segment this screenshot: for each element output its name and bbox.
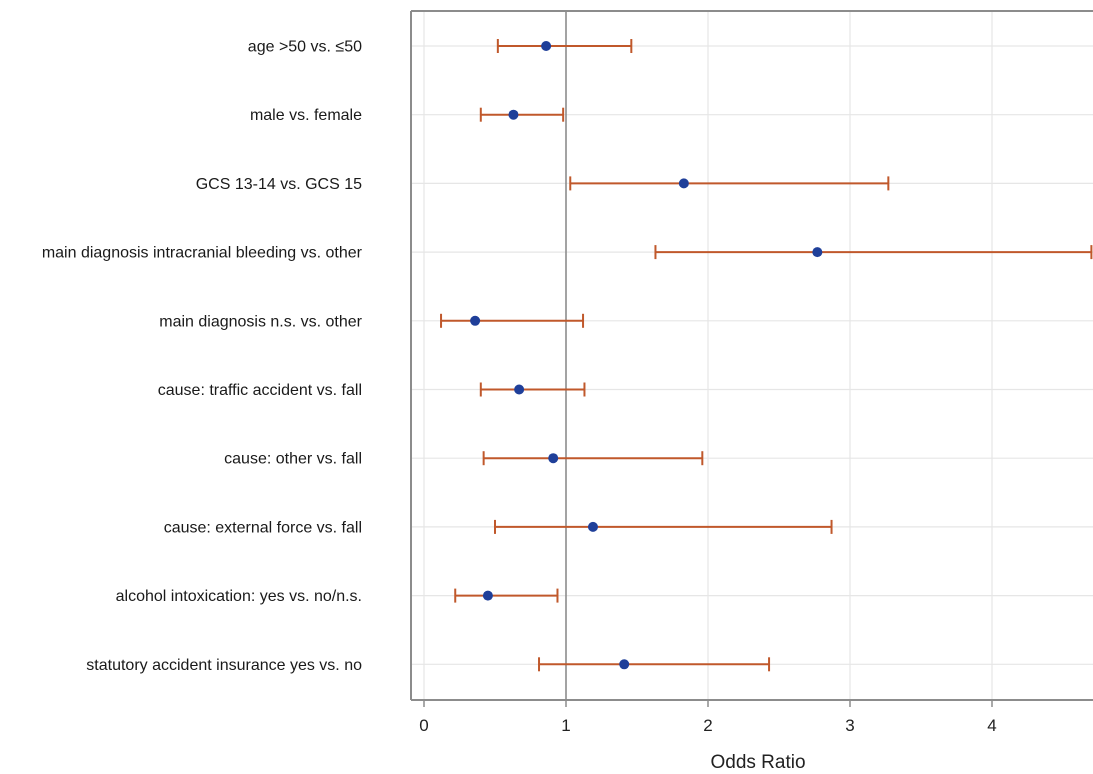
row-label-9: statutory accident insurance yes vs. no (86, 657, 362, 674)
row-label-1: male vs. female (250, 107, 362, 124)
interval-layer (440, 39, 1093, 672)
x-tick-label-2: 2 (703, 716, 712, 735)
estimate-point-7 (587, 521, 598, 532)
x-tick-label-0: 0 (419, 716, 428, 735)
estimate-point-6 (548, 453, 559, 464)
estimate-point-9 (619, 659, 630, 670)
estimate-point-5 (514, 384, 525, 395)
estimate-point-8 (482, 590, 493, 601)
row-label-2: GCS 13-14 vs. GCS 15 (196, 176, 362, 193)
x-tick-layer: 0 1 2 3 4 (419, 700, 997, 735)
x-tick-label-3: 3 (845, 716, 854, 735)
estimate-point-2 (678, 178, 689, 189)
x-tick-label-1: 1 (561, 716, 570, 735)
estimate-point-0 (541, 41, 552, 51)
row-label-5: cause: traffic accident vs. fall (158, 382, 362, 399)
row-label-6: cause: other vs. fall (224, 451, 362, 468)
row-label-7: cause: external force vs. fall (164, 519, 362, 536)
row-label-layer: age >50 vs. ≤50 male vs. female GCS 13-14 … (42, 39, 363, 674)
row-label-0: age >50 vs. ≤50 (248, 39, 362, 56)
x-tick-label-4: 4 (987, 716, 996, 735)
estimate-point-1 (508, 109, 519, 120)
estimate-point-3 (812, 247, 823, 258)
row-label-8: alcohol intoxication: yes vs. no/n.s. (116, 588, 362, 605)
row-label-3: main diagnosis intracranial bleeding vs.… (42, 245, 363, 262)
estimate-point-4 (470, 315, 481, 326)
point-layer (470, 41, 823, 670)
row-label-4: main diagnosis n.s. vs. other (159, 313, 362, 330)
plot-frame-layer (410, 10, 1093, 701)
x-axis-title: Odds Ratio (710, 752, 805, 769)
